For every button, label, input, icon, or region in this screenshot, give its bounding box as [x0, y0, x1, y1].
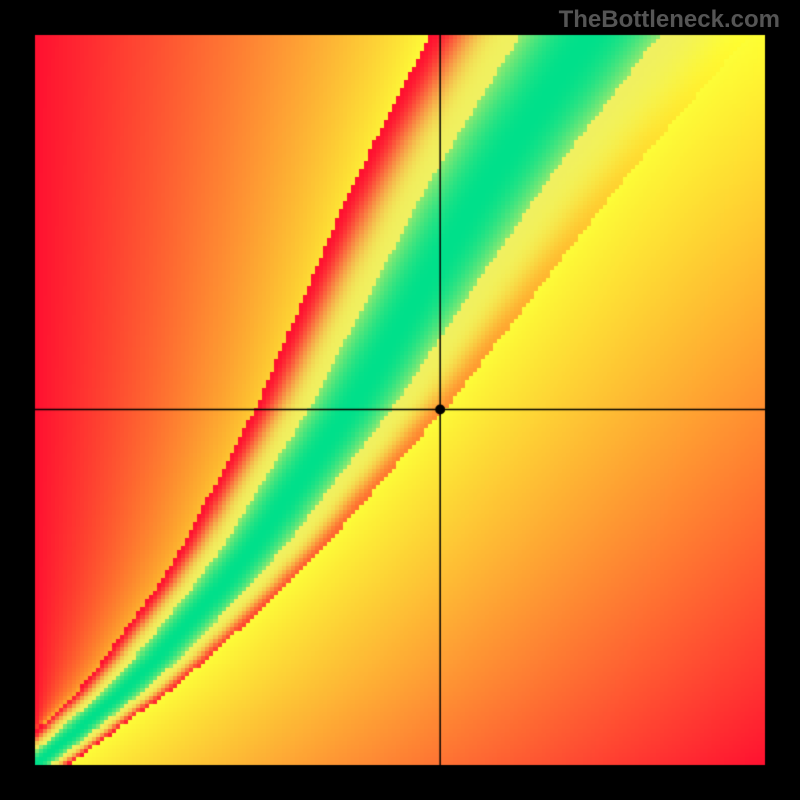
watermark-text: TheBottleneck.com: [559, 6, 780, 34]
heatmap-canvas: [0, 0, 800, 800]
chart-container: TheBottleneck.com: [0, 0, 800, 800]
